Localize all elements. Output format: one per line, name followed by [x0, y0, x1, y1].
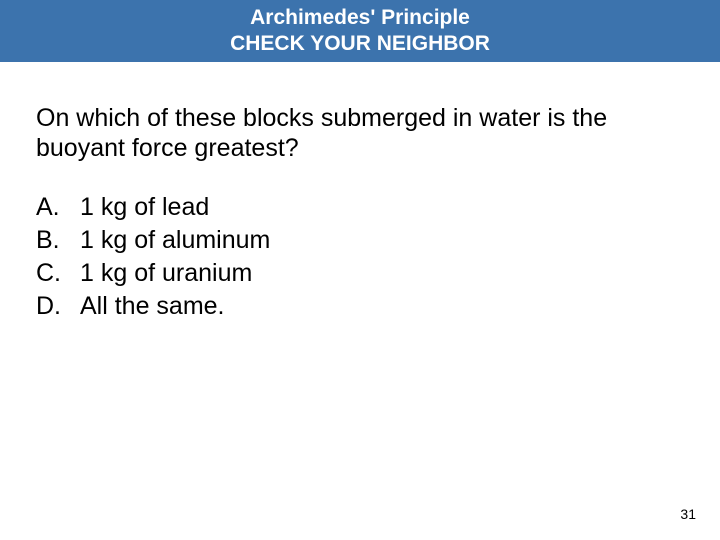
- option-item: D. All the same.: [36, 290, 684, 323]
- option-text: 1 kg of lead: [80, 191, 684, 224]
- page-number: 31: [680, 506, 696, 522]
- slide-body: On which of these blocks submerged in wa…: [0, 62, 720, 323]
- question-text: On which of these blocks submerged in wa…: [36, 104, 684, 163]
- option-letter: A.: [36, 191, 80, 224]
- slide-subtitle: CHECK YOUR NEIGHBOR: [230, 31, 490, 57]
- option-item: B. 1 kg of aluminum: [36, 224, 684, 257]
- options-list: A. 1 kg of lead B. 1 kg of aluminum C. 1…: [36, 191, 684, 323]
- slide-title: Archimedes' Principle: [250, 5, 470, 31]
- slide: Archimedes' Principle CHECK YOUR NEIGHBO…: [0, 0, 720, 540]
- option-item: C. 1 kg of uranium: [36, 257, 684, 290]
- option-letter: B.: [36, 224, 80, 257]
- option-item: A. 1 kg of lead: [36, 191, 684, 224]
- slide-header: Archimedes' Principle CHECK YOUR NEIGHBO…: [0, 0, 720, 62]
- option-letter: D.: [36, 290, 80, 323]
- option-text: 1 kg of uranium: [80, 257, 684, 290]
- option-text: 1 kg of aluminum: [80, 224, 684, 257]
- option-text: All the same.: [80, 290, 684, 323]
- option-letter: C.: [36, 257, 80, 290]
